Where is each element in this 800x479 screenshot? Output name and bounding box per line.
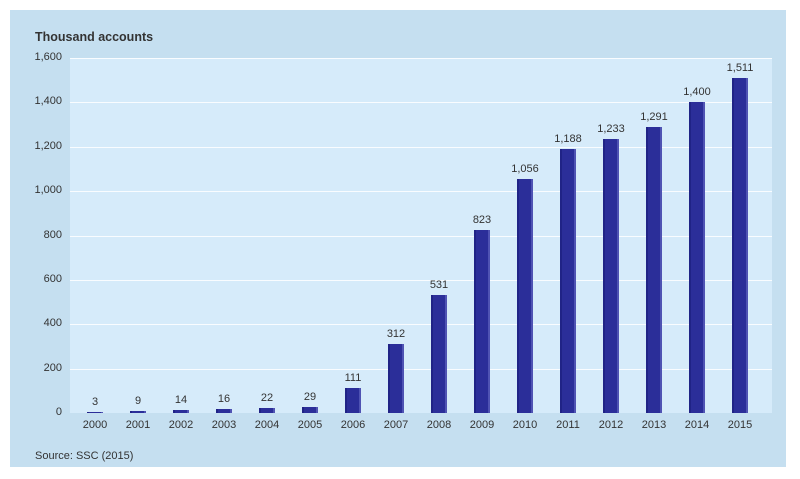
bar-2007: [388, 343, 404, 413]
gridline: [70, 146, 772, 148]
bar-value-label: 531: [429, 279, 449, 292]
x-tick-label: 2005: [297, 419, 323, 431]
bar-value-label: 14: [174, 393, 188, 406]
bar-value-label: 16: [217, 393, 231, 406]
gridline: [70, 102, 772, 104]
bar-2005: [302, 406, 318, 413]
bar-value-label: 312: [386, 327, 406, 340]
bar-2014: [689, 102, 705, 413]
bar-2013: [646, 126, 662, 413]
x-tick-label: 2010: [512, 419, 538, 431]
bar-value-label: 1,400: [683, 86, 711, 99]
bar-value-label: 9: [134, 395, 142, 407]
x-tick-label: 2003: [211, 419, 237, 431]
x-tick-label: 2012: [598, 419, 624, 431]
bar-value-label: 1,188: [554, 133, 582, 146]
x-axis: 2000 2001 2002 2003 2004 2005 2006 2007 2008 2009…: [70, 419, 772, 435]
x-tick-label: 2004: [254, 419, 280, 431]
bar-2010: [517, 178, 533, 413]
bar-2004: [259, 408, 275, 413]
bar-2002: [173, 409, 189, 413]
x-tick-label: 2013: [641, 419, 667, 431]
y-tick-label: 800: [43, 228, 62, 241]
bar-value-label: 111: [344, 372, 362, 385]
y-tick-label: 600: [43, 272, 62, 285]
y-tick-label: 1,600: [34, 51, 62, 63]
bar-value-label: 29: [303, 390, 317, 403]
bar-2015: [732, 77, 748, 413]
x-tick-label: 2009: [469, 419, 495, 431]
x-tick-label: 2000: [82, 419, 108, 431]
chart-title: Thousand accounts: [35, 30, 154, 44]
bar-2009: [474, 230, 490, 413]
bar-value-label: 1,291: [640, 110, 668, 123]
bar-2003: [216, 409, 232, 413]
x-tick-label: 2011: [556, 419, 580, 431]
x-tick-label: 2001: [125, 419, 151, 431]
gridline: [70, 58, 772, 59]
y-tick-label: 1,200: [34, 139, 62, 152]
bar-2008: [431, 295, 447, 413]
x-tick-label: 2008: [426, 419, 452, 431]
bar-2012: [603, 139, 619, 413]
bar-value-label: 1,511: [726, 61, 754, 74]
bar-2000: [87, 412, 103, 413]
bar-value-label: 3: [91, 396, 99, 408]
x-tick-label: 2002: [168, 419, 194, 431]
gridline: [70, 279, 772, 281]
gridline: [70, 368, 772, 370]
bar-value-label: 22: [260, 392, 274, 405]
y-tick-label: 1,400: [34, 95, 62, 108]
gridline: [70, 324, 772, 326]
x-tick-label: 2015: [727, 419, 753, 431]
x-tick-label: 2006: [340, 419, 366, 431]
y-tick-label: 400: [43, 317, 62, 330]
chart-panel: Thousand accounts 0 200 400 600 800 1,000 1,20…: [10, 10, 786, 467]
bar-value-label: 1,233: [597, 123, 625, 136]
bar-value-label: 823: [472, 214, 492, 227]
bar-2011: [560, 149, 576, 413]
y-tick-label: 0: [55, 406, 62, 418]
source-note: Source: SSC (2015): [35, 450, 134, 462]
y-tick-label: 1,000: [34, 184, 62, 197]
bar-value-label: 1,056: [511, 162, 539, 175]
bar-2006: [345, 388, 361, 413]
plot-area: 3 9 14 16 22 29 111 312 531 823 1,056 1,188 1,233 1,2…: [70, 58, 772, 413]
y-axis: 0 200 400 600 800 1,000 1,200 1,400 1,600: [10, 51, 62, 418]
bar-2001: [130, 411, 146, 413]
gridline: [70, 191, 772, 193]
x-tick-label: 2014: [684, 419, 710, 431]
gridline: [70, 235, 772, 237]
x-tick-label: 2007: [383, 419, 409, 431]
y-tick-label: 200: [43, 361, 62, 374]
